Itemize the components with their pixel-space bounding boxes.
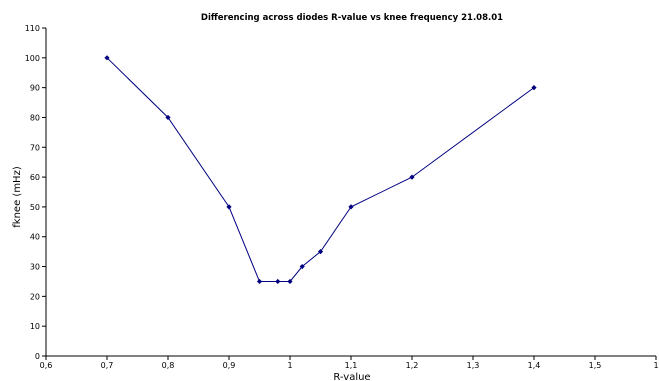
- x-tick-label: 0,9: [223, 361, 236, 370]
- y-tick-label: 10: [30, 322, 40, 331]
- data-point: [531, 85, 537, 91]
- x-tick-label: 1,4: [528, 361, 541, 370]
- x-tick-label: 1: [653, 361, 658, 370]
- y-axis-ticks: 0 10 20 30 40 50 60 70 80 90 100 110: [25, 24, 46, 361]
- chart-title: Differencing across diodes R-value vs kn…: [201, 13, 503, 23]
- x-tick-label: 0,8: [162, 361, 175, 370]
- x-tick-label: 1,1: [345, 361, 358, 370]
- data-point: [104, 55, 110, 61]
- y-tick-label: 30: [30, 263, 40, 272]
- data-point: [275, 278, 281, 285]
- x-tick-label: 0,6: [40, 361, 53, 370]
- data-point: [348, 204, 354, 210]
- y-tick-label: 110: [25, 24, 40, 33]
- y-tick-label: 80: [30, 113, 40, 122]
- data-point: [317, 249, 324, 255]
- series-line: [106, 57, 535, 282]
- y-tick-label: 40: [30, 233, 40, 242]
- x-axis-ticks: 0,6 0,7 0,8 0,9 1 1,1 1,2 1,3 1,4 1,5 1: [40, 356, 659, 370]
- x-tick-label: 1,5: [589, 361, 602, 370]
- y-tick-label: 90: [30, 84, 40, 93]
- axes: [45, 28, 656, 357]
- x-tick-label: 1,2: [406, 361, 419, 370]
- y-tick-label: 60: [30, 173, 40, 182]
- y-tick-label: 50: [30, 203, 40, 212]
- y-tick-label: 0: [35, 352, 40, 361]
- series-group: [104, 55, 537, 285]
- x-axis-title: R-value: [333, 372, 370, 381]
- data-point: [409, 174, 415, 180]
- y-tick-label: 70: [30, 143, 40, 152]
- x-tick-label: 0,7: [101, 361, 114, 370]
- x-tick-label: 1: [287, 361, 292, 370]
- y-tick-label: 100: [25, 54, 40, 63]
- y-tick-label: 20: [30, 292, 40, 301]
- data-point: [165, 114, 171, 121]
- data-point: [256, 278, 263, 285]
- y-axis-title: fknee (mHz): [12, 166, 23, 228]
- data-point: [287, 278, 293, 285]
- x-tick-label: 1,3: [467, 361, 480, 370]
- data-point: [226, 204, 232, 210]
- data-point: [299, 263, 305, 270]
